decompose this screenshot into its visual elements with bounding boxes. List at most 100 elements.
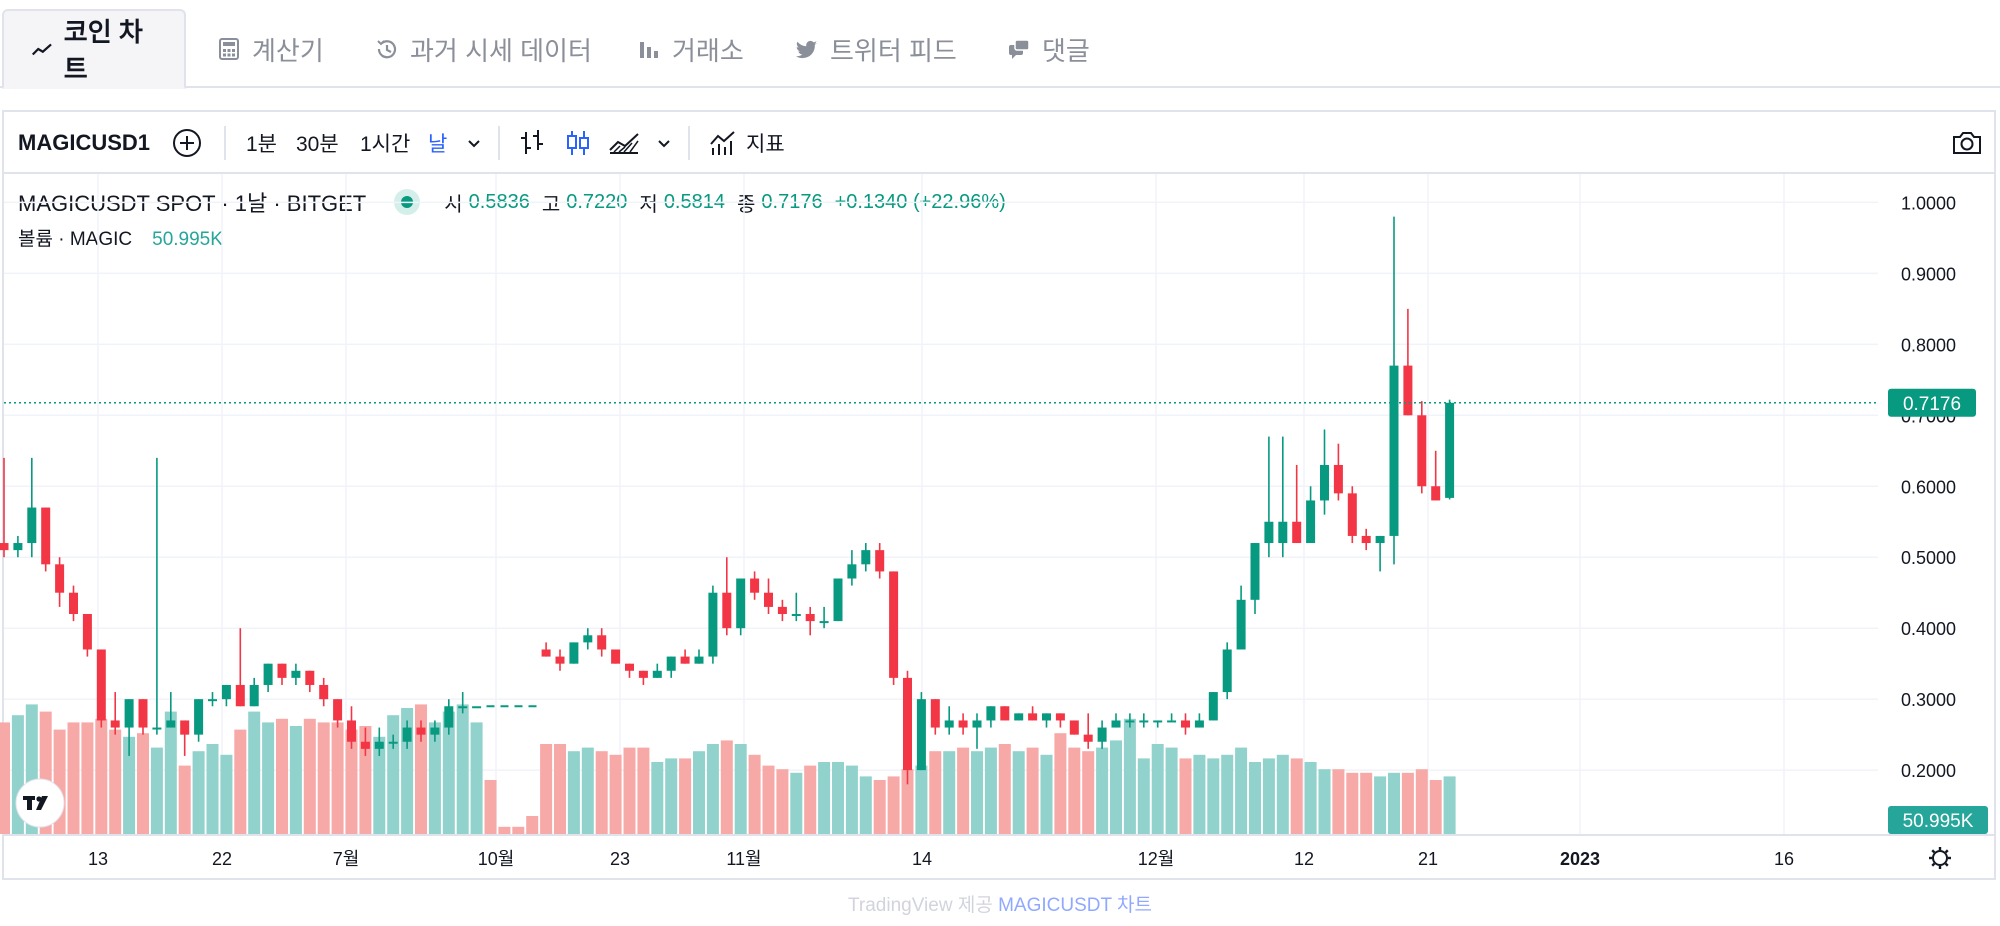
volume-bar (998, 744, 1011, 834)
candle-body (1417, 415, 1427, 487)
calculator-icon (219, 38, 239, 60)
volume-bar (150, 747, 163, 834)
candle-body (1347, 493, 1357, 536)
candle-body (138, 699, 148, 728)
tab-exchanges[interactable]: 거래소 (610, 10, 770, 88)
candle-body (652, 670, 662, 678)
candle-body (1028, 713, 1038, 721)
series-title: MAGICUSDT SPOT · 1날 · BITGET (18, 191, 367, 216)
compare-symbol-button[interactable] (172, 112, 202, 174)
volume-bar (804, 765, 817, 834)
tab-coin-chart[interactable]: 코인 차트 (2, 9, 186, 89)
candle-body (180, 720, 190, 735)
volume-bar (95, 718, 108, 834)
interval-1m-button[interactable]: 1분 (246, 133, 277, 156)
x-tick-label: 23 (610, 849, 630, 869)
candle-body (1167, 720, 1177, 723)
candle-body (944, 720, 954, 728)
volume-bar (609, 754, 622, 834)
candle-body (1278, 521, 1288, 544)
tab-calculator[interactable]: 계산기 (190, 10, 350, 88)
volume-bar (1193, 754, 1206, 834)
settings-gear-icon[interactable] (1929, 847, 1951, 869)
candle-body (13, 543, 23, 551)
candle-body (1208, 692, 1218, 721)
volume-bar (665, 758, 678, 834)
candle-body (472, 706, 482, 709)
price-chart[interactable]: 1.00000.90000.80000.70000.60000.50000.40… (0, 0, 2000, 880)
chevron-down-icon (658, 140, 670, 148)
tab-label: 코인 차트 (63, 17, 143, 84)
volume-bar (1137, 758, 1150, 834)
tab-comments[interactable]: 댓글 (980, 10, 1116, 88)
volume-bar (595, 751, 608, 834)
x-tick-label: 22 (212, 849, 232, 869)
candle-body (972, 720, 982, 728)
history-icon (377, 40, 397, 59)
tab-label: 댓글 (1042, 35, 1090, 66)
x-tick-label: 16 (1774, 849, 1794, 869)
candle-body (166, 720, 176, 728)
price-legend: MAGICUSDT SPOT · 1날 · BITGET 시 0.5836 고 0.… (18, 186, 1012, 218)
y-tick-label: 0.9000 (1901, 264, 1956, 284)
snapshot-button[interactable] (1950, 112, 1984, 174)
volume-bar (164, 711, 177, 834)
candle-body (555, 656, 565, 664)
candle-body (55, 564, 65, 593)
volume-bar (567, 751, 580, 834)
high-label: 고 (541, 193, 561, 216)
volume-bar (1221, 754, 1234, 834)
candle-body (416, 727, 426, 735)
volume-bar (1110, 740, 1122, 834)
volume-bar (359, 726, 372, 834)
volume-bar (1332, 769, 1345, 834)
bar-style-button[interactable] (518, 112, 546, 174)
volume-bar (1165, 747, 1178, 834)
style-dropdown-button[interactable] (656, 112, 672, 174)
gear-tooth (1931, 862, 1936, 867)
candle-body (541, 649, 551, 657)
candle-body (1236, 599, 1246, 650)
tab-twitter-feed[interactable]: 트위터 피드 (768, 10, 983, 88)
interval-dropdown-button[interactable] (466, 112, 482, 174)
candle-body (458, 706, 468, 709)
y-tick-label: 0.3000 (1901, 690, 1956, 710)
interval-1d-button[interactable]: 날 (428, 133, 448, 156)
volume-bar (1443, 776, 1456, 834)
candle-body (847, 564, 857, 579)
volume-bar (1235, 747, 1248, 834)
area-style-button[interactable] (608, 112, 640, 174)
candle-body (96, 649, 106, 721)
volume-bar (1346, 772, 1359, 834)
volume-bar (1082, 751, 1095, 834)
x-tick-label: 12월 (1138, 849, 1175, 869)
volume-bar (984, 747, 997, 834)
interval-1h-button[interactable]: 1시간 (360, 133, 411, 156)
volume-bar (206, 744, 219, 834)
candle-body (736, 578, 746, 629)
x-tick-label: 11월 (726, 849, 761, 869)
candle-body (277, 663, 287, 678)
volume-bar (1290, 758, 1303, 834)
last-price-badge (1888, 388, 1976, 417)
symbol-search-button[interactable]: MAGICUSD1 (18, 130, 151, 155)
volume-bar (234, 729, 247, 834)
volume-bar (345, 729, 358, 834)
candle-body (833, 578, 843, 622)
indicators-button[interactable]: 지표 (708, 112, 785, 174)
tab-history[interactable]: 과거 시세 데이터 (348, 10, 618, 88)
tab-label: 과거 시세 데이터 (410, 35, 592, 66)
volume-bar (248, 711, 261, 834)
candle-body (805, 614, 815, 622)
candle-body (1320, 464, 1329, 501)
symbol-chart-link[interactable]: MAGICUSDT 차트 (998, 895, 1152, 916)
volume-bar (887, 776, 900, 834)
volume-bar (1123, 718, 1136, 834)
candle-style-button[interactable] (564, 112, 592, 174)
candle-body (333, 699, 343, 721)
volume-bar (637, 747, 650, 834)
comments-icon (1009, 39, 1030, 59)
candle-body (124, 699, 134, 728)
volume-bar (748, 754, 761, 834)
interval-30m-button[interactable]: 30분 (296, 133, 339, 156)
